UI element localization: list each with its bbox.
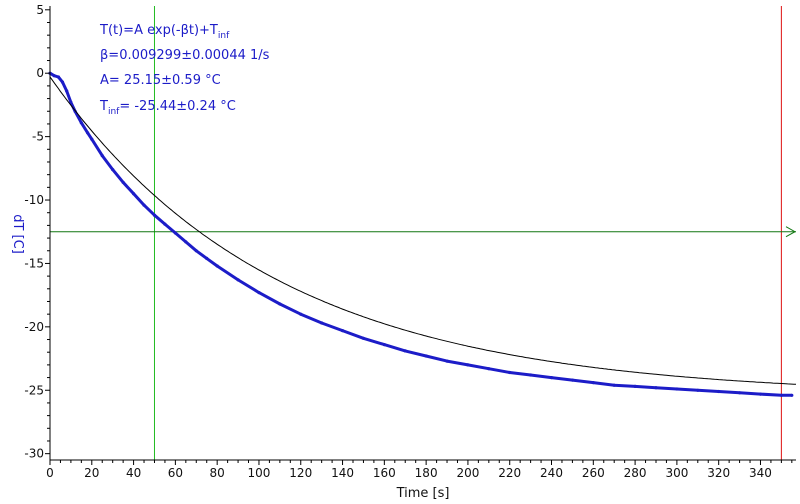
- x-tick-label-11: 220: [498, 466, 521, 480]
- y-tick-label-2: -5: [32, 130, 44, 144]
- measured-point-25: [299, 312, 303, 316]
- measured-point-26: [320, 321, 324, 325]
- measured-point-21: [215, 264, 219, 268]
- measured-point-49: [790, 393, 794, 397]
- measured-point-19: [194, 249, 198, 253]
- measured-point-24: [278, 302, 282, 306]
- x-tick-label-17: 340: [749, 466, 772, 480]
- measured-point-37: [549, 376, 554, 380]
- measured-point-11: [111, 168, 115, 172]
- y-axis-ticks: 5 0 -5 -10 -15 -20 -25 -30: [24, 3, 50, 461]
- measured-point-14: [142, 203, 146, 207]
- series-layer: [48, 71, 797, 397]
- x-tick-label-9: 180: [415, 466, 438, 480]
- measured-point-8: [86, 131, 90, 135]
- y-tick-label-4: -15: [24, 256, 44, 270]
- y-tick-label-0: 5: [36, 3, 44, 17]
- measured-point-1: [52, 74, 56, 78]
- measured-point-20: [205, 256, 209, 260]
- measured-point-41: [633, 384, 637, 388]
- measured-point-4: [65, 89, 69, 93]
- y-tick-label-6: -25: [24, 383, 44, 397]
- fit-tinf-subscript: inf: [108, 107, 120, 117]
- fit-model-main: T(t)=A exp(-βt)+T: [99, 23, 218, 38]
- measured-point-27: [340, 329, 345, 333]
- measured-point-7: [79, 121, 83, 125]
- measured-point-42: [654, 386, 658, 390]
- measured-point-48: [779, 393, 784, 397]
- measured-point-28: [361, 336, 365, 340]
- measured-point-22: [236, 278, 240, 282]
- x-tick-label-14: 280: [624, 466, 647, 480]
- measured-point-35: [508, 370, 512, 375]
- measured-point-5: [69, 100, 73, 104]
- x-tick-label-4: 80: [210, 466, 225, 480]
- measured-point-12: [121, 180, 125, 184]
- measured-point-31: [424, 354, 428, 358]
- measured-point-44: [696, 388, 700, 392]
- measured-point-33: [466, 363, 470, 367]
- fit-tinf-main: T: [99, 99, 108, 114]
- measured-point-34: [487, 367, 491, 371]
- fit-beta-text: β=0.009299±0.00044 1/s: [100, 48, 270, 63]
- measured-point-47: [758, 392, 763, 396]
- measured-point-23: [257, 291, 261, 295]
- fit-model-text: T(t)=A exp(-βt)+Tinf: [99, 23, 230, 41]
- x-axis-ticks: 0 20 40 60 80 100 120 140 160 180 200 220 240 260 280 3…: [46, 460, 793, 480]
- x-axis-title: Time [s]: [396, 486, 450, 501]
- horizontal-cursor-arrow[interactable]: [785, 226, 797, 238]
- x-tick-label-1: 20: [84, 466, 99, 480]
- x-tick-label-2: 40: [126, 466, 141, 480]
- x-tick-label-5: 100: [248, 466, 271, 480]
- fit-a-text: A= 25.15±0.59 °C: [100, 73, 221, 88]
- measured-point-43: [675, 387, 679, 391]
- y-tick-label-3: -10: [24, 193, 44, 207]
- y-tick-label-1: 0: [36, 66, 44, 80]
- measured-point-29: [382, 343, 386, 347]
- measured-point-30: [403, 349, 407, 353]
- x-tick-label-7: 140: [331, 466, 354, 480]
- y-tick-label-5: -20: [24, 320, 44, 334]
- measured-point-38: [570, 378, 575, 382]
- x-tick-label-15: 300: [665, 466, 688, 480]
- fit-annotation: T(t)=A exp(-βt)+Tinf β=0.009299±0.00044 …: [99, 23, 270, 117]
- axes: 0 20 40 60 80 100 120 140 160 180 200 220 240 260 280 3…: [24, 3, 796, 480]
- x-tick-label-3: 60: [168, 466, 183, 480]
- x-tick-label-6: 120: [289, 466, 312, 480]
- measured-point-46: [738, 391, 742, 395]
- measured-point-32: [445, 359, 449, 363]
- measured-point-18: [184, 240, 188, 244]
- measured-point-16: [163, 222, 167, 226]
- y-tick-label-7: -30: [24, 447, 44, 461]
- measured-point-3: [60, 80, 65, 84]
- measured-point-39: [591, 381, 595, 385]
- fit-curve: [49, 76, 797, 385]
- x-tick-label-8: 160: [373, 466, 396, 480]
- x-tick-label-13: 260: [582, 466, 605, 480]
- measured-point-17: [173, 231, 177, 235]
- x-tick-label-10: 200: [456, 466, 479, 480]
- measured-point-13: [132, 192, 136, 196]
- measured-point-2: [56, 75, 61, 79]
- fit-model-subscript: inf: [218, 31, 230, 41]
- measured-point-9: [90, 137, 94, 141]
- x-tick-label-12: 240: [540, 466, 563, 480]
- measured-point-15: [152, 213, 157, 217]
- fit-tinf-text: Tinf= -25.44±0.24 °C: [99, 99, 236, 117]
- measured-point-45: [717, 389, 721, 394]
- measured-point-40: [612, 383, 616, 387]
- x-tick-label-16: 320: [707, 466, 730, 480]
- measured-point-10: [100, 154, 104, 158]
- measured-point-36: [529, 373, 533, 377]
- fit-tinf-value: = -25.44±0.24 °C: [119, 99, 235, 114]
- y-axis-title: dT [C]: [10, 214, 25, 254]
- x-tick-label-0: 0: [46, 466, 54, 480]
